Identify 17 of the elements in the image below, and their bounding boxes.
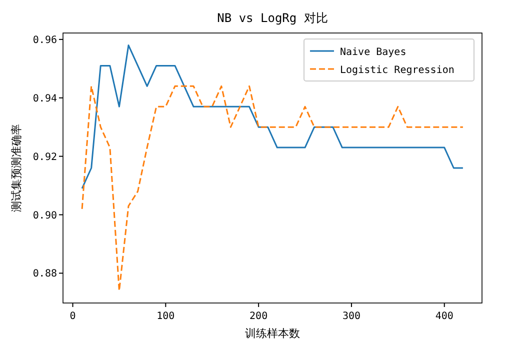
- y-tick-label: 0.94: [32, 93, 57, 104]
- line-series: [81, 44, 464, 190]
- y-tick-label: 0.96: [32, 34, 57, 46]
- x-tick-label: 400: [435, 311, 454, 322]
- x-tick-label: 100: [156, 311, 175, 322]
- legend-label: Logistic Regression: [340, 65, 454, 76]
- x-tick-label: 200: [250, 311, 268, 322]
- x-tick-label: 0: [70, 311, 76, 322]
- x-tick-label: 300: [342, 311, 360, 322]
- chart-title: NB vs LogRg 对比: [217, 11, 328, 25]
- y-tick-label: 0.90: [32, 210, 57, 222]
- y-axis-title: 测试集预测准确率: [10, 124, 23, 212]
- x-axis-title: 训练样本数: [245, 327, 300, 340]
- legend-label: Naive Bayes: [340, 47, 406, 58]
- line-series: [81, 85, 464, 292]
- y-tick-label: 0.88: [32, 268, 57, 280]
- y-tick-label: 0.92: [32, 152, 57, 163]
